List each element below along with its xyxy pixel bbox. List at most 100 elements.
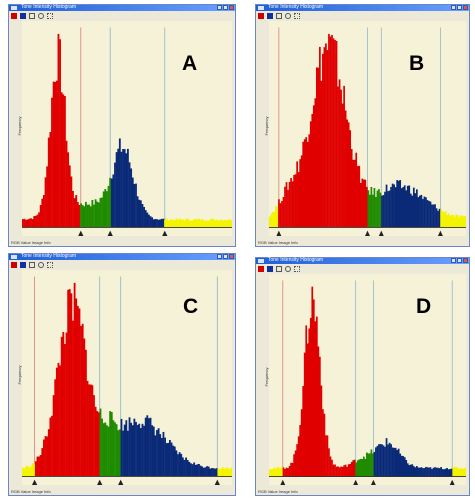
histogram-bar xyxy=(154,435,157,477)
tool-blue-icon[interactable] xyxy=(20,261,26,268)
histogram-bar xyxy=(43,439,45,477)
histogram-bar xyxy=(385,438,388,477)
histogram-bar xyxy=(191,220,194,228)
tool-red-icon[interactable] xyxy=(11,261,17,268)
histogram-bar xyxy=(431,204,433,228)
histogram-bar xyxy=(459,215,462,228)
close-icon[interactable] xyxy=(229,5,234,10)
minimize-icon[interactable] xyxy=(217,5,222,10)
tool-zoom-icon[interactable] xyxy=(285,12,291,19)
histogram-bar xyxy=(453,216,456,228)
histogram-bar xyxy=(97,412,100,477)
tool-settings-icon[interactable] xyxy=(294,12,300,19)
title-bar[interactable]: Tone Intensity Histogram xyxy=(9,4,235,11)
histogram-bar xyxy=(361,459,364,477)
histogram-bar xyxy=(382,445,385,477)
histogram-bar xyxy=(225,467,228,477)
minimize-icon[interactable] xyxy=(217,254,222,259)
histogram-chart xyxy=(22,276,232,485)
tool-blue-icon[interactable] xyxy=(267,12,273,19)
histogram-bar xyxy=(154,218,157,228)
close-icon[interactable] xyxy=(463,5,468,10)
maximize-icon[interactable] xyxy=(457,5,462,10)
histogram-bar xyxy=(144,417,147,477)
histogram-bar xyxy=(375,447,377,477)
tool-zoom-icon[interactable] xyxy=(38,261,44,268)
tool-settings-icon[interactable] xyxy=(47,12,53,19)
histogram-bar xyxy=(65,332,68,477)
histogram-bar xyxy=(353,159,356,228)
histogram-bar xyxy=(356,166,359,228)
tool-select-icon[interactable] xyxy=(29,261,35,268)
histogram-bar xyxy=(160,218,163,228)
tool-red-icon[interactable] xyxy=(258,12,264,19)
histogram-bar xyxy=(183,220,186,228)
tool-select-icon[interactable] xyxy=(29,12,35,19)
tool-red-icon[interactable] xyxy=(11,12,17,19)
tool-blue-icon[interactable] xyxy=(20,12,26,19)
histogram-bar xyxy=(164,219,166,228)
histogram-bar xyxy=(358,165,361,228)
close-icon[interactable] xyxy=(229,254,234,259)
tool-blue-icon[interactable] xyxy=(267,265,273,272)
histogram-bar xyxy=(190,220,192,228)
close-icon[interactable] xyxy=(463,258,468,263)
histogram-bar xyxy=(110,178,113,228)
histogram-bar xyxy=(125,153,128,228)
histogram-bar xyxy=(222,467,225,477)
histogram-bar xyxy=(81,205,84,228)
histogram-bar xyxy=(297,436,300,477)
tool-zoom-icon[interactable] xyxy=(38,12,44,19)
histogram-bar xyxy=(405,460,408,477)
tool-select-icon[interactable] xyxy=(276,12,282,19)
histogram-bar xyxy=(379,192,382,228)
histogram-bar xyxy=(91,385,94,477)
histogram-bar xyxy=(402,456,405,477)
divider-marker-icon xyxy=(370,479,376,485)
histogram-bar xyxy=(198,218,200,228)
histogram-bar xyxy=(162,431,165,477)
tool-settings-icon[interactable] xyxy=(47,261,53,268)
minimize-icon[interactable] xyxy=(451,5,456,10)
histogram-bar xyxy=(284,186,286,228)
tool-select-icon[interactable] xyxy=(276,265,282,272)
divider-marker-icon xyxy=(449,479,455,485)
title-bar[interactable]: Tone Intensity Histogram xyxy=(9,253,235,260)
histogram-bar xyxy=(337,466,339,477)
histogram-bar xyxy=(228,469,231,477)
histogram-bar xyxy=(396,449,399,477)
toolbar xyxy=(258,12,300,19)
minimize-icon[interactable] xyxy=(451,258,456,263)
histogram-bar xyxy=(341,466,344,477)
histogram-window-a: Tone Intensity Histogram Frequency RGB V… xyxy=(8,4,236,247)
histogram-bar xyxy=(149,216,152,228)
maximize-icon[interactable] xyxy=(223,5,228,10)
title-bar[interactable]: Tone Intensity Histogram xyxy=(256,257,469,264)
histogram-bar xyxy=(196,464,199,477)
histogram-bar xyxy=(449,468,452,477)
maximize-icon[interactable] xyxy=(457,258,462,263)
histogram-bar xyxy=(39,205,42,228)
histogram-bar xyxy=(214,220,217,228)
histogram-bar xyxy=(157,219,160,228)
histogram-bar xyxy=(97,202,100,228)
histogram-bar xyxy=(217,468,220,477)
histogram-bar xyxy=(99,197,102,228)
histogram-bar xyxy=(367,190,370,228)
maximize-icon[interactable] xyxy=(223,254,228,259)
histogram-bar xyxy=(227,467,229,477)
histogram-bar xyxy=(341,103,344,228)
histogram-bar xyxy=(315,316,318,477)
histogram-bar xyxy=(193,219,196,228)
title-bar[interactable]: Tone Intensity Histogram xyxy=(256,4,469,11)
histogram-bar xyxy=(462,216,465,228)
tool-red-icon[interactable] xyxy=(258,265,264,272)
window-title: Tone Intensity Histogram xyxy=(21,4,77,10)
histogram-bar xyxy=(312,299,315,477)
histogram-bar xyxy=(340,89,342,228)
histogram-bar xyxy=(291,181,294,228)
histogram-bar xyxy=(34,461,37,477)
tool-settings-icon[interactable] xyxy=(294,265,300,272)
tool-zoom-icon[interactable] xyxy=(285,265,291,272)
histogram-bar xyxy=(394,187,397,228)
